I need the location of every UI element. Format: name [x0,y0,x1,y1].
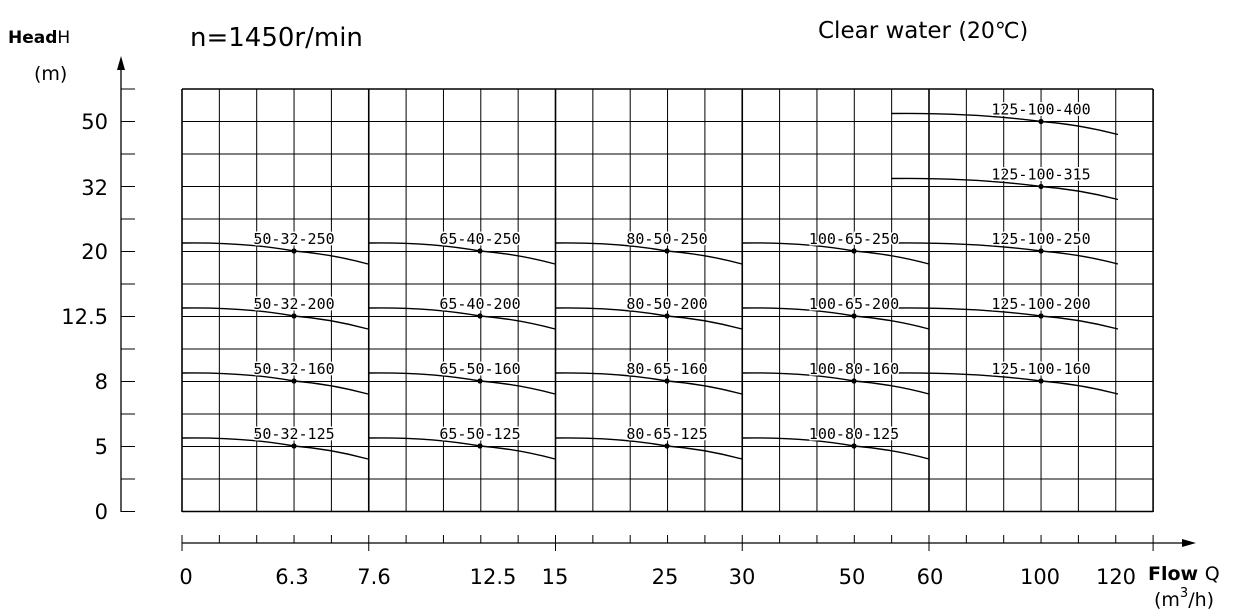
y-axis-arrow [117,56,125,70]
y-axis-symbol: H [57,28,70,48]
duty-point-80-50-250 [664,248,670,254]
curve-125-100-160 [890,372,1119,395]
x-axis-label-text: Flow [1148,563,1205,585]
x-tick-label: 0 [179,565,192,589]
y-tick-label: 12.5 [61,305,108,329]
duty-point-80-50-200 [664,313,670,319]
medium-label: Clear water (20℃) [818,18,1028,44]
curve-label-65-40-200: 65-40-200 [439,295,520,313]
curve-label-80-50-200: 80-50-200 [626,295,707,313]
x-axis-symbol: Q [1205,563,1220,585]
curve-label-100-80-160: 100-80-160 [809,360,899,378]
duty-point-50-32-160 [291,378,297,384]
duty-point-100-80-160 [851,378,857,384]
curve-label-80-50-250: 80-50-250 [626,230,707,248]
duty-point-125-100-160 [1038,378,1044,384]
x-tick-label: 30 [729,565,756,589]
curve-label-100-80-125: 100-80-125 [809,425,899,443]
y-tick-label: 20 [81,240,108,264]
duty-point-65-50-160 [477,378,483,384]
chart-grid [181,88,1154,513]
duty-point-125-100-400 [1038,118,1044,125]
curve-label-125-100-400: 125-100-400 [991,101,1090,119]
x-tick-label: 7.6 [357,565,390,589]
y-axis-label: HeadH [8,28,70,48]
medium-text: Clear water [818,18,958,44]
y-tick-label: 5 [95,435,108,459]
curve-label-100-65-250: 100-65-250 [809,230,899,248]
x-unit-tail: /h) [1188,589,1214,611]
x-unit-base: (m [1154,589,1180,611]
speed-label: n=1450r/min [190,23,363,53]
chart-axes [117,56,1196,551]
duty-point-100-65-200 [851,313,857,319]
curve-label-125-100-250: 125-100-250 [991,230,1090,248]
curve-label-125-100-160: 125-100-160 [991,360,1090,378]
x-unit-exp: 3 [1180,586,1188,601]
curve-label-125-100-200: 125-100-200 [991,295,1090,313]
y-tick-label: 32 [81,176,108,200]
curve-125-100-400 [890,112,1119,136]
curve-label-65-50-160: 65-50-160 [439,360,520,378]
curve-label-65-50-125: 65-50-125 [439,425,520,443]
x-tick-label: 6.3 [275,565,308,589]
curve-label-50-32-160: 50-32-160 [253,360,334,378]
x-tick-label: 15 [542,565,569,589]
duty-point-50-32-125 [291,443,297,449]
curve-label-50-32-200: 50-32-200 [253,295,334,313]
curve-label-80-65-160: 80-65-160 [626,360,707,378]
duty-point-125-100-250 [1038,248,1044,254]
pump-curves [181,112,1119,460]
curve-label-100-65-200: 100-65-200 [809,295,899,313]
duty-point-80-65-125 [664,443,670,449]
duty-point-100-80-125 [851,443,857,449]
curve-label-125-100-315: 125-100-315 [991,166,1090,184]
x-tick-label: 100 [1020,565,1060,589]
y-tick-label: 8 [95,370,108,394]
duty-point-100-65-250 [851,248,857,254]
x-tick-label: 25 [652,565,679,589]
duty-point-65-50-125 [477,443,483,449]
duty-point-125-100-200 [1038,313,1044,319]
curve-125-100-200 [890,307,1119,330]
duty-point-65-40-250 [477,248,483,254]
x-tick-label: 12.5 [470,565,517,589]
curve-label-80-65-125: 80-65-125 [626,425,707,443]
duty-point-50-32-200 [291,313,297,319]
duty-point-80-65-160 [664,378,670,384]
curve-125-100-315 [890,177,1119,201]
x-tick-label: 120 [1096,565,1136,589]
x-axis-unit: (m3/h) [1154,586,1214,611]
y-tick-label: 0 [95,500,108,524]
medium-temp: (20℃) [958,19,1028,44]
duty-point-65-40-200 [477,313,483,319]
y-axis-unit: (m) [34,63,67,85]
x-axis-label: Flow Q [1148,563,1220,585]
curve-125-100-250 [890,242,1119,265]
y-axis-label-text: Head [8,28,57,48]
duty-point-125-100-315 [1038,183,1044,190]
y-tick-label: 50 [81,110,108,134]
curve-label-50-32-125: 50-32-125 [253,425,334,443]
duty-point-50-32-250 [291,248,297,254]
curve-label-50-32-250: 50-32-250 [253,230,334,248]
x-axis-arrow [1182,539,1196,547]
x-tick-label: 60 [917,565,944,589]
x-tick-label: 50 [839,565,866,589]
curve-label-65-40-250: 65-40-250 [439,230,520,248]
